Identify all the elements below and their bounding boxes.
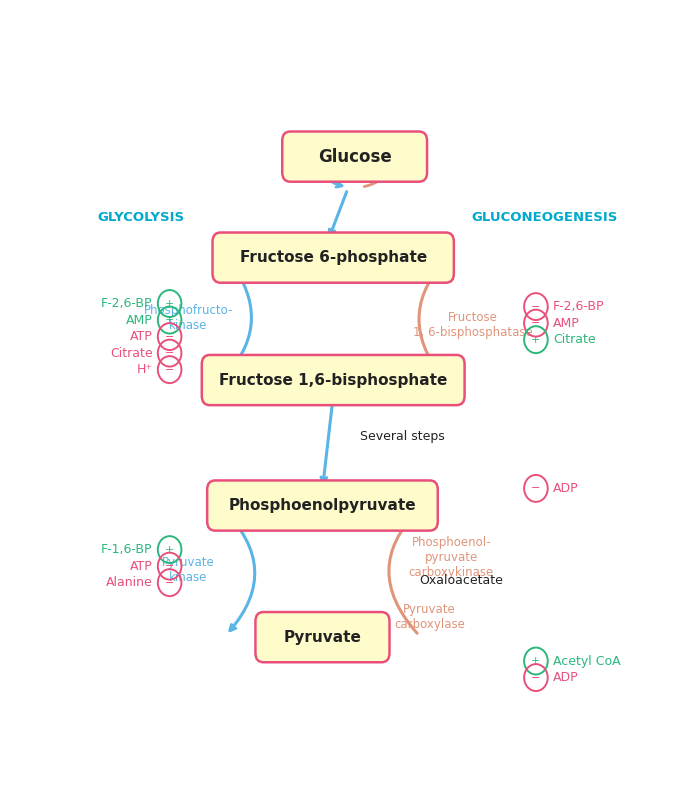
Text: −: − xyxy=(165,365,174,374)
Text: Glucose: Glucose xyxy=(318,148,392,165)
Text: Alanine: Alanine xyxy=(106,576,152,589)
Text: Pyruvate
kinase: Pyruvate kinase xyxy=(162,556,215,584)
Text: AMP: AMP xyxy=(126,313,152,327)
FancyBboxPatch shape xyxy=(207,480,438,530)
Text: −: − xyxy=(531,483,540,494)
Text: +: + xyxy=(165,315,174,325)
Text: +: + xyxy=(165,299,174,308)
Text: ATP: ATP xyxy=(129,330,152,343)
Text: −: − xyxy=(165,578,174,588)
Text: −: − xyxy=(165,332,174,342)
Text: +: + xyxy=(531,656,540,666)
Text: −: − xyxy=(165,561,174,571)
Text: Pyruvate: Pyruvate xyxy=(284,630,361,645)
Text: Fructose 6-phosphate: Fructose 6-phosphate xyxy=(239,250,427,265)
Text: Acetyl CoA: Acetyl CoA xyxy=(553,654,621,668)
Text: ATP: ATP xyxy=(129,560,152,572)
Text: ADP: ADP xyxy=(553,482,579,495)
Text: Several steps: Several steps xyxy=(360,430,445,444)
Text: F-2,6-BP: F-2,6-BP xyxy=(101,297,152,310)
Text: Phosphofructo-
kinase: Phosphofructo- kinase xyxy=(144,304,233,332)
Text: Citrate: Citrate xyxy=(553,333,596,346)
Text: F-2,6-BP: F-2,6-BP xyxy=(553,300,605,313)
Text: H⁺: H⁺ xyxy=(136,363,152,376)
Text: Citrate: Citrate xyxy=(110,347,152,359)
Text: Fructose 1,6-bisphosphate: Fructose 1,6-bisphosphate xyxy=(219,373,448,387)
FancyBboxPatch shape xyxy=(282,131,427,182)
Text: −: − xyxy=(531,673,540,683)
FancyBboxPatch shape xyxy=(212,232,454,283)
FancyBboxPatch shape xyxy=(255,612,390,662)
Text: ADP: ADP xyxy=(553,671,579,684)
Text: Phosphoenolpyruvate: Phosphoenolpyruvate xyxy=(228,498,417,513)
Text: Fructose
1, 6-bisphosphatase: Fructose 1, 6-bisphosphatase xyxy=(412,311,533,339)
Text: Pyruvate
carboxylase: Pyruvate carboxylase xyxy=(394,603,465,631)
Text: Oxaloacetate: Oxaloacetate xyxy=(419,574,503,587)
Text: Phosphoenol-
pyruvate
carboxykinase: Phosphoenol- pyruvate carboxykinase xyxy=(408,536,494,579)
Text: −: − xyxy=(531,301,540,312)
FancyBboxPatch shape xyxy=(202,355,464,405)
Text: AMP: AMP xyxy=(553,316,580,330)
Text: GLYCOLYSIS: GLYCOLYSIS xyxy=(97,211,184,224)
Text: +: + xyxy=(165,545,174,555)
Text: +: + xyxy=(531,335,540,345)
Text: GLUCONEOGENESIS: GLUCONEOGENESIS xyxy=(471,211,617,224)
Text: F-1,6-BP: F-1,6-BP xyxy=(101,543,152,556)
Text: −: − xyxy=(531,318,540,328)
Text: −: − xyxy=(165,348,174,358)
